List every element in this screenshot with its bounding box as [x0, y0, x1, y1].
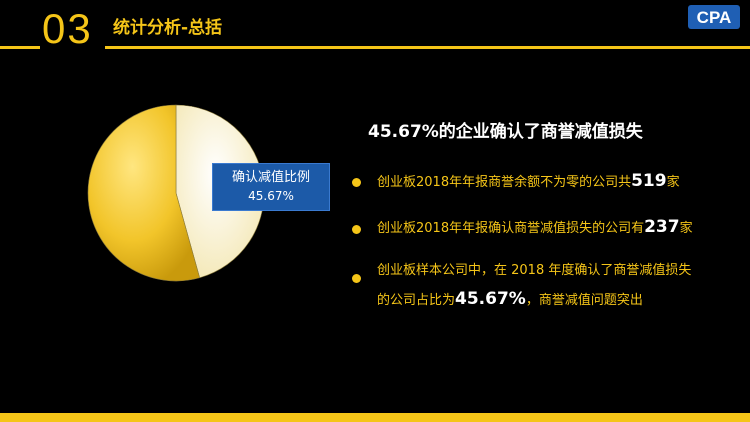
footer-bar [0, 413, 750, 422]
pie-slice-1 [87, 104, 201, 282]
svg-text:CPA: CPA [697, 8, 732, 27]
section-number: 03 [42, 5, 93, 52]
cpa-logo: CPA [688, 5, 740, 29]
headline: 45.67%的企业确认了商誉减值损失 [368, 122, 643, 142]
section-title: 统计分析-总括 [113, 18, 223, 38]
bullet-dot-icon [352, 178, 361, 187]
bullet-text: 创业板2018年年报商誉余额不为零的公司共519家 [377, 171, 680, 191]
header-divider-right [105, 46, 750, 49]
header-divider-left [0, 46, 40, 49]
pie-data-label-name: 确认减值比例 [231, 170, 310, 185]
pie-data-label: 确认减值比例 45.67% [212, 163, 330, 211]
bullet-text-line1: 创业板样本公司中，在 2018 年度确认了商誉减值损失 [377, 263, 692, 278]
bullet-text-line2: 的公司占比为45.67%，商誉减值问题突出 [377, 289, 643, 309]
bullet-text: 创业板2018年年报确认商誉减值损失的公司有237家 [377, 217, 693, 237]
pie-data-label-value: 45.67% [248, 189, 294, 203]
bullet-dot-icon [352, 225, 361, 234]
bullet-dot-icon [352, 274, 361, 283]
